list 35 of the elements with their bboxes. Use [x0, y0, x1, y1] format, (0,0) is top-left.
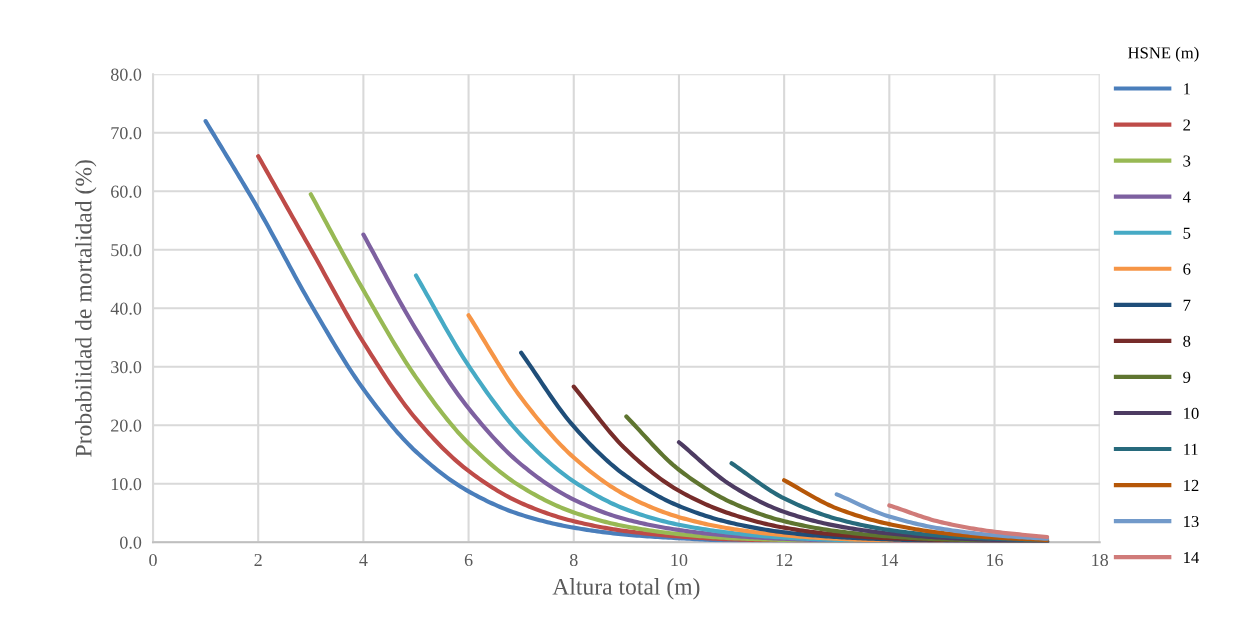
legend-label: 4: [1182, 191, 1191, 203]
x-tick-label: 16: [987, 553, 1003, 567]
legend-label: 13: [1184, 515, 1199, 528]
x-tick-label: 12: [776, 553, 793, 566]
x-tick-label: 18: [1092, 553, 1109, 567]
legend-label: 12: [1184, 479, 1199, 491]
y-tick-label: 20.0: [111, 419, 142, 432]
x-tick-label: 14: [881, 554, 899, 566]
x-tick-label: 8: [569, 553, 578, 567]
x-tick-label: 0: [149, 553, 157, 567]
x-tick-label: 4: [359, 554, 368, 566]
y-tick-label: 0.0: [120, 536, 142, 549]
legend-label: 5: [1183, 227, 1191, 239]
y-tick-label: 40.0: [110, 302, 142, 315]
legend-label: 7: [1183, 299, 1191, 311]
legend-label: 10: [1184, 407, 1199, 419]
legend-label: 8: [1183, 335, 1191, 347]
legend-label: 11: [1184, 443, 1198, 455]
x-axis-title: Altura total (m): [552, 578, 700, 600]
y-tick-label: 10.0: [111, 478, 142, 491]
y-tick-label: 70.0: [111, 127, 142, 140]
y-tick-label: 30.0: [111, 361, 142, 374]
legend-title: HSNE (m): [1128, 46, 1199, 62]
y-axis-title: Probabilidad de mortalidad (%): [75, 160, 97, 457]
legend-label: 2: [1183, 119, 1191, 131]
legend-label: 3: [1183, 155, 1191, 167]
x-tick-label: 10: [671, 553, 688, 567]
y-tick-label: 60.0: [111, 185, 142, 198]
y-tick-label: 50.0: [111, 244, 142, 257]
legend-label: 1: [1184, 83, 1190, 95]
y-tick-label: 80.0: [110, 68, 142, 81]
x-tick-label: 6: [464, 553, 473, 567]
x-tick-label: 2: [254, 553, 262, 566]
legend-label: 9: [1183, 371, 1191, 383]
legend-label: 6: [1183, 263, 1191, 275]
